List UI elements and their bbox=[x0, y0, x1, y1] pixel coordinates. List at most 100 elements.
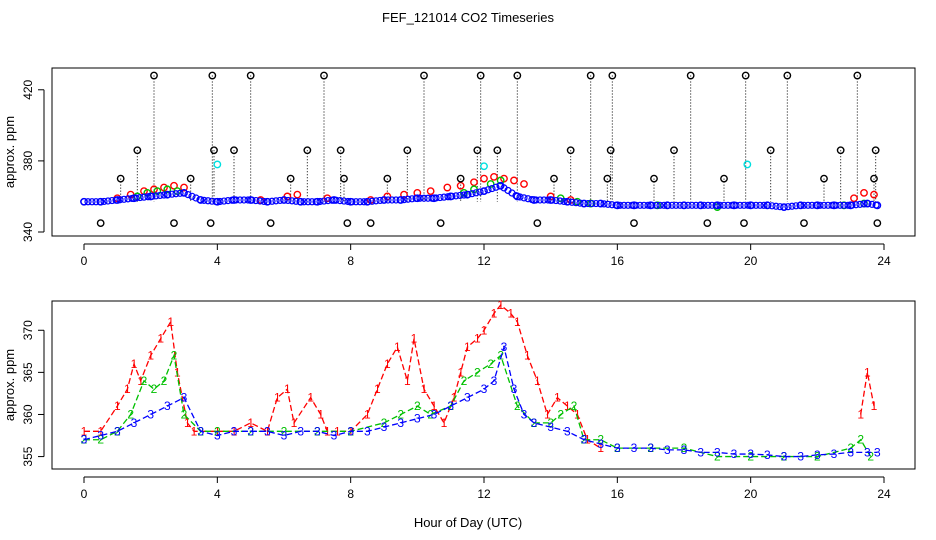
series-2-point: 2 bbox=[214, 424, 221, 438]
series-1-point: 1 bbox=[157, 332, 164, 346]
bottom-y-tick-label: 365 bbox=[21, 362, 35, 382]
series-3-dense-point bbox=[172, 190, 180, 198]
bottom-x-tick-label: 4 bbox=[214, 487, 221, 501]
series-1-point: 1 bbox=[291, 416, 298, 430]
series-3-dense-point bbox=[256, 197, 264, 205]
series-1-point bbox=[456, 181, 465, 190]
series-3-dense-point bbox=[260, 197, 268, 206]
series-outliers-point bbox=[383, 174, 392, 183]
series-3-dense-point bbox=[740, 201, 748, 209]
top-y-tick-label: 340 bbox=[21, 222, 35, 242]
series-3-dense-point bbox=[720, 201, 728, 209]
series-3-point: 3 bbox=[797, 450, 804, 464]
bottom-y-tick-label: 360 bbox=[21, 404, 35, 424]
series-3-dense-point bbox=[752, 201, 760, 209]
series-outliers-point bbox=[871, 146, 880, 155]
series-3-point: 3 bbox=[697, 445, 704, 459]
series-1-line bbox=[84, 304, 602, 449]
series-3-dense-point bbox=[472, 189, 480, 197]
series-2-point: 2 bbox=[847, 441, 854, 455]
series-2-point: 2 bbox=[747, 450, 754, 464]
series-3-dense-point bbox=[836, 201, 844, 209]
series-2-point: 2 bbox=[714, 450, 721, 464]
series-1-point bbox=[870, 190, 878, 199]
series-3-dense-point bbox=[648, 201, 656, 209]
series-outliers-point bbox=[650, 174, 658, 183]
series-3-dense-point bbox=[712, 201, 720, 209]
series-outliers-point bbox=[853, 71, 862, 80]
series-outliers-point bbox=[630, 219, 638, 228]
series-3-dense-point bbox=[296, 198, 304, 206]
series-3-dense-point bbox=[688, 201, 696, 209]
series-outliers-point bbox=[686, 71, 695, 80]
series-1-point: 1 bbox=[864, 365, 871, 379]
series-3-dense-point bbox=[744, 201, 752, 209]
series-3-dense-point bbox=[868, 200, 876, 208]
series-1-point: 1 bbox=[431, 399, 438, 413]
series-3-dense-point bbox=[784, 203, 792, 211]
series-2-point: 2 bbox=[414, 399, 421, 413]
series-3-dense-point bbox=[240, 196, 248, 204]
series-3-dense-point bbox=[536, 196, 544, 204]
series-1-point: 1 bbox=[274, 391, 281, 405]
series-outliers-point bbox=[150, 71, 158, 80]
series-1-point: 1 bbox=[474, 332, 481, 346]
series-3-dense-point bbox=[804, 201, 812, 209]
series-1-point: 1 bbox=[441, 416, 448, 430]
series-1-point bbox=[860, 188, 868, 197]
top-y-axis-label: approx. ppm bbox=[2, 116, 17, 188]
series-3-dense-point bbox=[512, 191, 520, 200]
series-3-dense-point bbox=[824, 201, 832, 209]
series-1-point: 1 bbox=[404, 374, 411, 388]
series-3-dense-point bbox=[516, 193, 524, 201]
series-3-dense-point bbox=[356, 198, 364, 206]
series-3-point: 3 bbox=[664, 443, 671, 457]
series-3-dense-point bbox=[844, 201, 852, 209]
series-3-dense-point bbox=[864, 200, 872, 208]
series-3-dense-point bbox=[476, 188, 484, 196]
series-1-line bbox=[860, 372, 875, 415]
series-1-point bbox=[850, 194, 858, 203]
series-2-point: 2 bbox=[547, 416, 554, 430]
series-3-dense-point bbox=[444, 193, 452, 201]
series-3-dense-point bbox=[788, 202, 796, 210]
series-3-point: 3 bbox=[864, 445, 871, 459]
series-outliers-point bbox=[343, 219, 352, 228]
series-3-dense-point bbox=[100, 197, 108, 206]
series-1-point bbox=[180, 183, 188, 192]
series-1-point bbox=[426, 187, 435, 196]
series-3-dense-point bbox=[728, 201, 736, 209]
top-panel: 0 4 8 12 16 20 24 340 380 420 approx. ppm bbox=[2, 67, 916, 268]
series-3-dense-point bbox=[272, 197, 280, 205]
series-1-point bbox=[510, 176, 518, 185]
series-3-dense-point bbox=[588, 199, 596, 208]
series-1-point: 1 bbox=[524, 349, 531, 363]
series-3-dense-point bbox=[480, 187, 488, 195]
series-1-point: 1 bbox=[507, 306, 514, 320]
series-2-point: 2 bbox=[814, 450, 821, 464]
series-outliers-point bbox=[606, 146, 615, 155]
bottom-x-tick-label: 16 bbox=[611, 487, 625, 501]
series-1-point: 1 bbox=[131, 357, 138, 371]
series-3-dense-point bbox=[756, 201, 764, 209]
series-3-dense-point bbox=[556, 197, 564, 205]
series-3-dense-point bbox=[544, 196, 552, 204]
series-3-point: 3 bbox=[511, 382, 518, 396]
series-3-dense-point bbox=[360, 198, 368, 206]
series-3-dense-point bbox=[872, 201, 880, 209]
series-3-dense-point bbox=[440, 193, 448, 201]
series-3-dense-point bbox=[384, 196, 392, 204]
series-3-dense-point bbox=[268, 197, 276, 205]
series-3-dense-point bbox=[188, 192, 196, 200]
series-3-point: 3 bbox=[831, 447, 838, 461]
series-3-dense-point bbox=[400, 196, 408, 204]
series-1-point: 1 bbox=[491, 306, 498, 320]
bottom-x-tick-label: 20 bbox=[744, 487, 758, 501]
series-3-point: 3 bbox=[597, 437, 604, 451]
series-1-point: 1 bbox=[114, 399, 121, 413]
series-3-dense-point bbox=[236, 196, 244, 204]
top-x-tick-label: 4 bbox=[214, 254, 221, 268]
series-3-dense-point bbox=[772, 202, 780, 210]
series-3-point: 3 bbox=[114, 424, 121, 438]
series-3-dense-point bbox=[264, 198, 272, 206]
